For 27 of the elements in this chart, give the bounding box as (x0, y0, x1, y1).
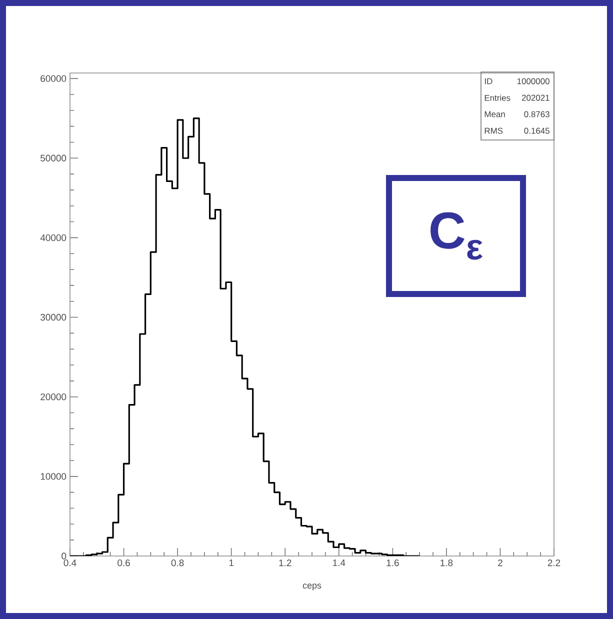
y-tick-label: 20000 (40, 393, 66, 400)
x-tick-label: 0.6 (118, 560, 130, 566)
x-tick-label: 2.2 (548, 560, 560, 566)
y-tick-label: 10000 (40, 473, 66, 480)
x-axis-title: ceps (302, 584, 322, 590)
y-tick-label: 0 (62, 552, 66, 560)
x-tick-label: 1 (229, 560, 234, 566)
y-tick-label: 30000 (40, 314, 66, 321)
x-tick-label: 1.4 (333, 560, 346, 566)
x-tick-label: 0.4 (64, 560, 76, 566)
annotation: 0.1645 (524, 128, 550, 134)
x-tick-label: 1.2 (279, 560, 292, 566)
x-tick-label: 0.8 (171, 560, 184, 566)
annotation: ID (484, 78, 492, 84)
y-tick-label: 40000 (40, 234, 66, 242)
annotation: 202021 (522, 94, 550, 101)
y-tick-label: 60000 (40, 75, 66, 82)
y-tick-label: 50000 (40, 154, 66, 162)
annotation: RMS (484, 128, 503, 134)
x-tick-label: 1.8 (440, 560, 453, 566)
annotation: 1000000 (517, 78, 550, 84)
x-tick-label: 2 (498, 560, 502, 566)
annotation: 0.8763 (524, 111, 550, 118)
annotation: Entries (484, 94, 510, 101)
text: C$_{ε}$ (430, 212, 482, 260)
annotation: Mean (484, 111, 505, 118)
x-tick-label: 1.6 (386, 560, 399, 566)
